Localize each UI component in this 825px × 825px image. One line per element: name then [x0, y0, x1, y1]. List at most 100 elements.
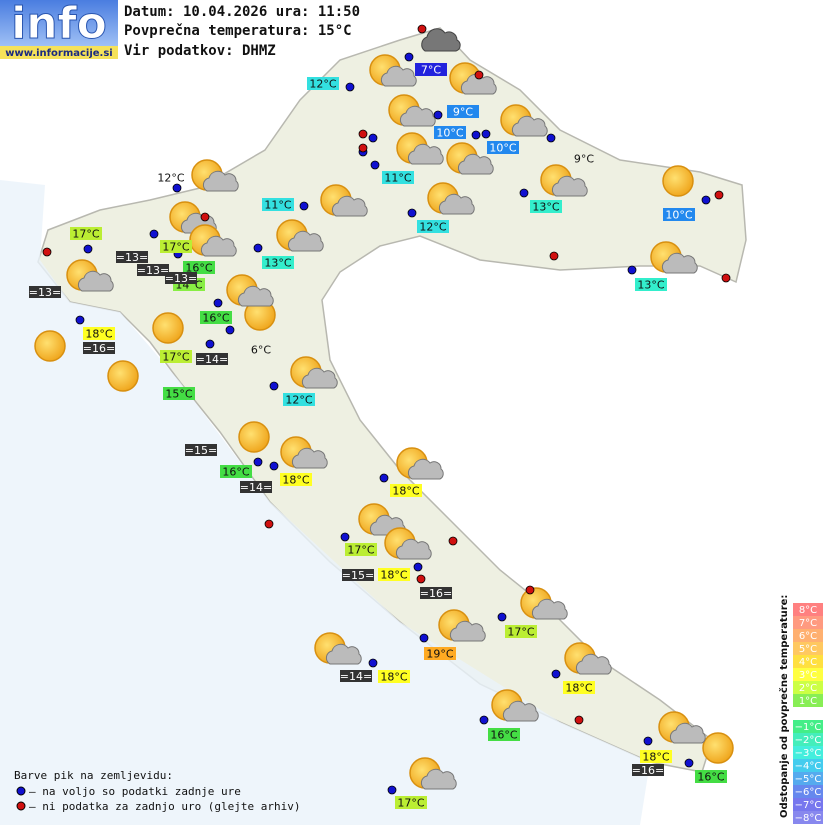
- logo: info: [11, 0, 107, 49]
- scale-swatch: [793, 694, 823, 707]
- station-temp: 6°C: [251, 344, 271, 357]
- station-temp: 18°C: [392, 485, 419, 498]
- station-dot: [684, 758, 694, 768]
- sea-temp: =14=: [196, 353, 228, 366]
- station-temp: 11°C: [384, 172, 411, 185]
- station-dot-nodata: [448, 536, 458, 546]
- sea-box: [116, 251, 148, 263]
- temperature-labels: 7°C 12°C 9°C 10°C 10°C 9°C 11°C 12°C 11°C 13°C 10°…: [29, 63, 727, 810]
- station-dot: [404, 52, 414, 62]
- station-temp: 18°C: [565, 682, 592, 695]
- temp-box: [262, 198, 294, 211]
- scale-swatch: [793, 668, 823, 681]
- station-temp: 12°C: [285, 394, 312, 407]
- station-temp: 13°C: [532, 201, 559, 214]
- station-dot: [83, 244, 93, 254]
- sea-temp: =15=: [185, 444, 217, 457]
- station-dot-nodata: [416, 574, 426, 584]
- sun-icon: [238, 421, 270, 453]
- station-dot-nodata: [42, 247, 52, 257]
- scale-swatch: [793, 603, 823, 616]
- scale-swatch: [793, 759, 823, 772]
- station-temp: 19°C: [426, 648, 453, 661]
- station-dot-nodata: [474, 70, 484, 80]
- temp-box: [345, 543, 377, 556]
- station-dot: [627, 265, 637, 275]
- sea-box: [165, 272, 197, 284]
- temp-box: [488, 728, 520, 741]
- sea-box: [29, 286, 61, 298]
- station-temp: 17°C: [397, 797, 424, 810]
- station-temp: 10°C: [489, 142, 516, 155]
- temp-box: [434, 126, 466, 139]
- station-temp: 16°C: [697, 771, 724, 784]
- scale-label: 2°C: [799, 683, 817, 694]
- station-dot: [149, 229, 159, 239]
- station-temp: 12°C: [419, 221, 446, 234]
- sea-temp: =14=: [340, 670, 372, 683]
- sea-area: [0, 180, 650, 825]
- station-dot: [299, 201, 309, 211]
- sea-box: [632, 764, 664, 776]
- temp-box: [160, 350, 192, 363]
- temp-box: [563, 681, 595, 694]
- station-dot: [407, 208, 417, 218]
- sea-box: [420, 587, 452, 599]
- sea-box: [340, 670, 372, 682]
- deviation-scale: 8°C 7°C 6°C 5°C 4°C 3°C 2°C 1°C −1°C −2°C −3°C −4°C…: [793, 603, 823, 824]
- temp-box: [163, 387, 195, 400]
- sun-icon: [107, 360, 139, 392]
- temp-box: [160, 240, 192, 253]
- station-temp: 16°C: [222, 466, 249, 479]
- temp-box: [395, 796, 427, 809]
- station-temp: 16°C: [185, 262, 212, 275]
- station-dot: [269, 381, 279, 391]
- legend-blue: – na voljo so podatki zadnje ure: [29, 785, 241, 798]
- sea-temp: =13=: [116, 251, 148, 264]
- station-temp: 10°C: [665, 209, 692, 222]
- station-dot: [419, 633, 429, 643]
- temp-box: [183, 261, 215, 274]
- temp-box: [262, 256, 294, 269]
- station-dot: [340, 532, 350, 542]
- legend-red: – ni podatka za zadnjo uro (glejte arhiv…: [29, 800, 301, 813]
- croatia-outline: [37, 27, 747, 773]
- legend-red-dot: [16, 801, 26, 811]
- scale-swatch: [793, 811, 823, 824]
- station-temp: 13°C: [637, 279, 664, 292]
- station-temp: 18°C: [85, 328, 112, 341]
- station-dot: [497, 612, 507, 622]
- station-dot-nodata: [525, 585, 535, 595]
- station-temp: 17°C: [162, 241, 189, 254]
- station-dot-nodata: [549, 251, 559, 261]
- temp-box: [447, 105, 479, 118]
- scale-swatch: [793, 746, 823, 759]
- station-dot: [387, 785, 397, 795]
- station-dot: [269, 461, 279, 471]
- sun-icon: [662, 165, 694, 197]
- scale-swatch: [793, 681, 823, 694]
- station-dot: [471, 130, 481, 140]
- scale-swatch: [793, 720, 823, 733]
- sea-temp: =15=: [342, 569, 374, 582]
- station-dot-nodata: [200, 212, 210, 222]
- scale-label: 8°C: [799, 605, 817, 616]
- station-dot: [433, 110, 443, 120]
- station-dot: [368, 133, 378, 143]
- temp-box: [415, 63, 447, 76]
- scale-label: 5°C: [799, 644, 817, 655]
- scale-label: 6°C: [799, 631, 817, 642]
- station-dot-nodata: [358, 129, 368, 139]
- station-dot-nodata: [358, 143, 368, 153]
- scale-label: −8°C: [795, 813, 822, 824]
- sea-temp: =16=: [83, 342, 115, 355]
- sun-cloud-icon: [450, 63, 496, 94]
- scale-title: Odstopanje od povprečne temperature:: [778, 595, 790, 818]
- station-dots: [42, 24, 731, 795]
- sea-box: [342, 569, 374, 581]
- station-temp: 16°C: [202, 312, 229, 325]
- temp-box: [487, 141, 519, 154]
- temp-box: [424, 647, 456, 660]
- temp-box: [695, 770, 727, 783]
- station-temp: 12°C: [309, 78, 336, 91]
